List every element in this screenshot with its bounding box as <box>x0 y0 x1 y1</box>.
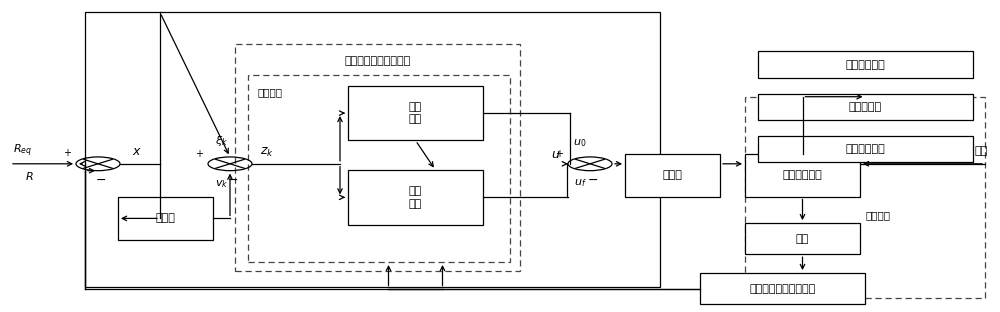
Text: $R_{eq}$: $R_{eq}$ <box>13 143 32 159</box>
Bar <box>235 44 520 271</box>
Bar <box>758 51 973 78</box>
Bar <box>758 94 973 120</box>
Text: 操作模式评估: 操作模式评估 <box>846 60 885 70</box>
Text: $v_k$: $v_k$ <box>215 178 229 190</box>
Text: $R$: $R$ <box>25 170 34 182</box>
Text: 策略
改进: 策略 改进 <box>409 186 422 208</box>
Text: $u_0$: $u_0$ <box>573 137 587 149</box>
Text: $u_f$: $u_f$ <box>574 178 586 189</box>
Text: −: − <box>228 174 238 187</box>
Bar <box>348 86 483 140</box>
Bar <box>745 97 985 298</box>
Text: 策略
评价: 策略 评价 <box>409 102 422 124</box>
Text: 补偿器: 补偿器 <box>156 213 175 223</box>
Bar <box>625 154 720 197</box>
Text: +: + <box>195 149 203 159</box>
Text: $x$: $x$ <box>132 145 142 158</box>
Text: 操作模式匹配: 操作模式匹配 <box>846 144 885 154</box>
Text: $u$: $u$ <box>551 148 560 161</box>
Text: 流程工业过程: 流程工业过程 <box>783 170 822 181</box>
Text: −: − <box>588 174 598 187</box>
Text: 电磁阀: 电磁阀 <box>663 170 682 181</box>
Text: 自适应动态规划控制器: 自适应动态规划控制器 <box>344 56 411 66</box>
Text: +: + <box>555 149 563 159</box>
Text: 策略迭代: 策略迭代 <box>258 87 283 97</box>
Bar <box>745 223 860 254</box>
Bar <box>248 75 510 262</box>
Text: +: + <box>63 148 71 158</box>
Bar <box>85 12 660 287</box>
Bar <box>348 170 483 225</box>
Bar <box>700 273 865 304</box>
Text: 运行数据: 运行数据 <box>865 210 890 220</box>
Text: −: − <box>96 174 106 187</box>
Bar <box>118 197 213 240</box>
Text: 测量: 测量 <box>796 234 809 244</box>
Text: $\xi_k$: $\xi_k$ <box>215 134 229 148</box>
Text: 最优样本集: 最优样本集 <box>849 102 882 112</box>
Text: $z_k$: $z_k$ <box>260 146 274 159</box>
Bar <box>745 154 860 197</box>
Text: 卷积神经网络回归模型: 卷积神经网络回归模型 <box>749 284 816 294</box>
Text: 扰动: 扰动 <box>975 146 988 156</box>
Bar <box>758 136 973 162</box>
